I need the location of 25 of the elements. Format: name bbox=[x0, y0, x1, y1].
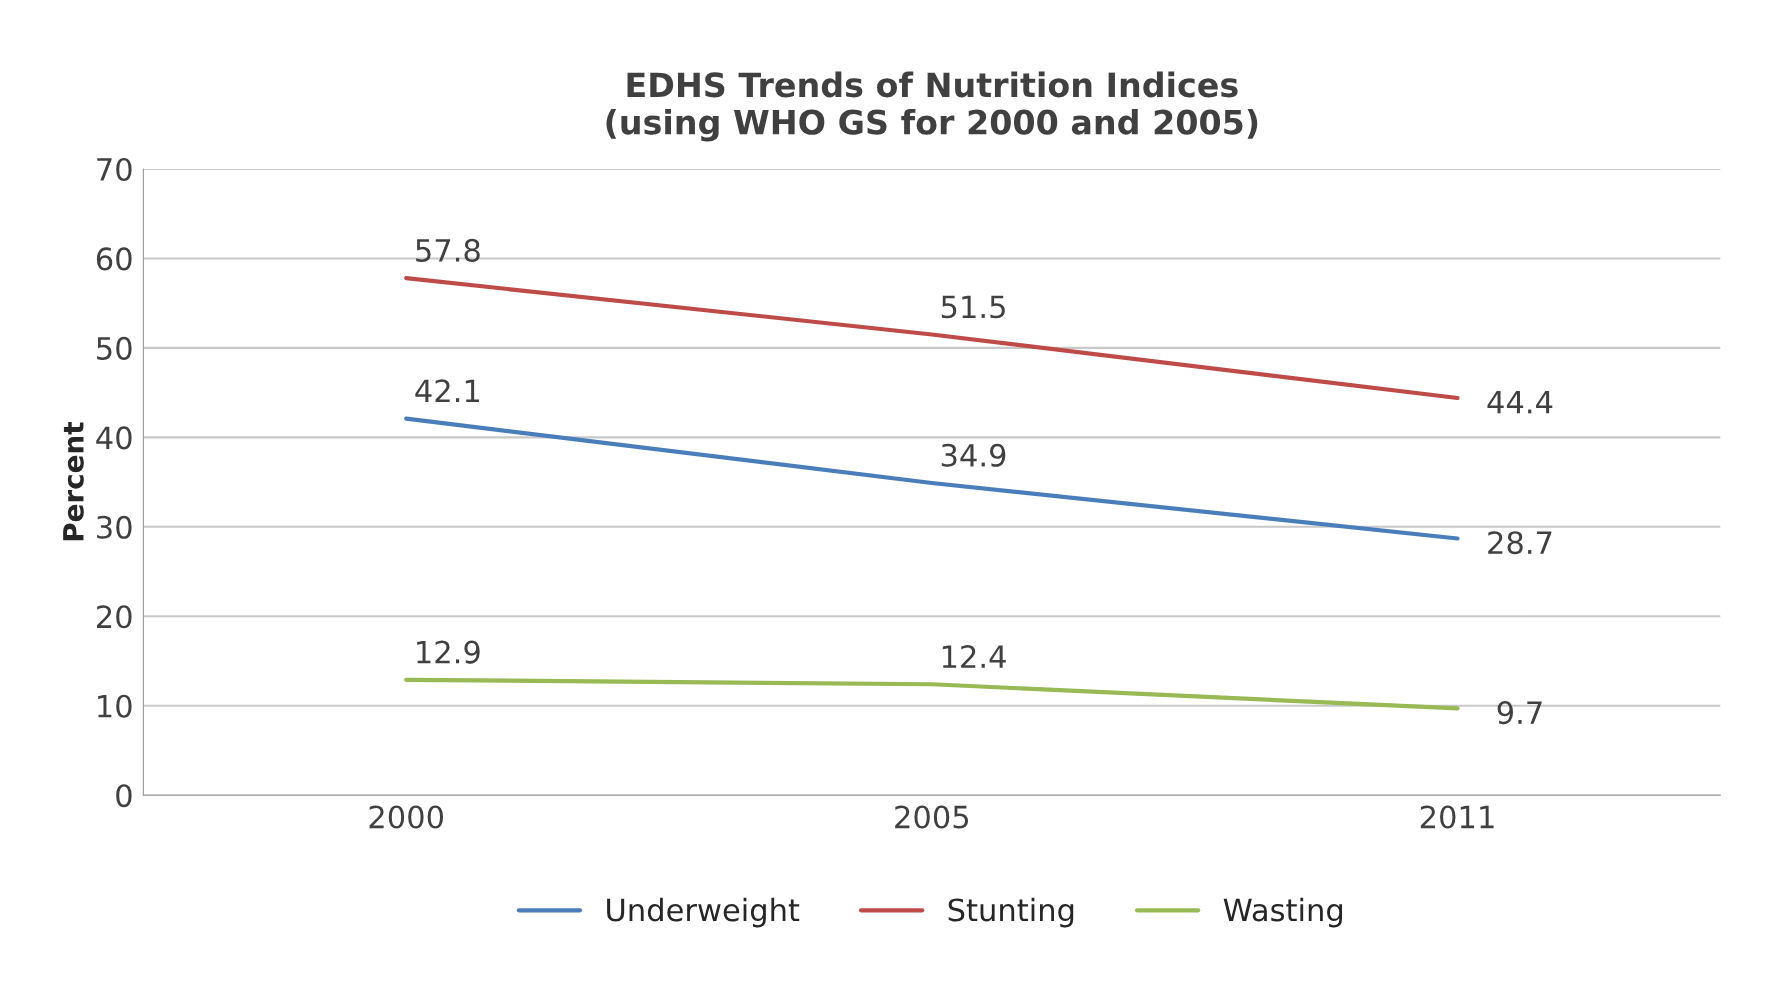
x-tick-label: 2000 bbox=[369, 805, 444, 829]
data-label: 12.9 bbox=[417, 640, 480, 664]
legend-label: Stunting bbox=[948, 897, 1074, 928]
data-label: 42.1 bbox=[415, 379, 480, 402]
y-tick-label: 10 bbox=[98, 694, 132, 718]
y-tick-label: 60 bbox=[96, 247, 132, 271]
x-tick-label: 2005 bbox=[895, 805, 969, 829]
data-label: 9.7 bbox=[1497, 701, 1542, 725]
data-label: 51.5 bbox=[941, 295, 1005, 319]
y-tick-label: 70 bbox=[97, 157, 132, 182]
data-label: 57.8 bbox=[416, 238, 480, 262]
y-tick-label: 20 bbox=[96, 605, 132, 629]
y-axis-title: Percent bbox=[63, 422, 84, 541]
y-tick-label: 40 bbox=[96, 426, 132, 450]
y-tick-label: 30 bbox=[97, 515, 132, 539]
data-label: 44.4 bbox=[1487, 391, 1553, 414]
data-label: 12.4 bbox=[942, 645, 1006, 668]
chart-title: EDHS Trends of Nutrition Indices (using WHO GS for 2000 and 2005) bbox=[606, 71, 1258, 142]
data-label: 28.7 bbox=[1488, 531, 1552, 555]
data-label: 34.9 bbox=[941, 443, 1006, 467]
y-tick-label: 0 bbox=[116, 784, 132, 808]
x-tick-label: 2011 bbox=[1420, 805, 1494, 829]
y-tick-label: 50 bbox=[97, 336, 132, 360]
legend-label: Wasting bbox=[1223, 897, 1342, 928]
legend-label: Underweight bbox=[607, 897, 800, 928]
